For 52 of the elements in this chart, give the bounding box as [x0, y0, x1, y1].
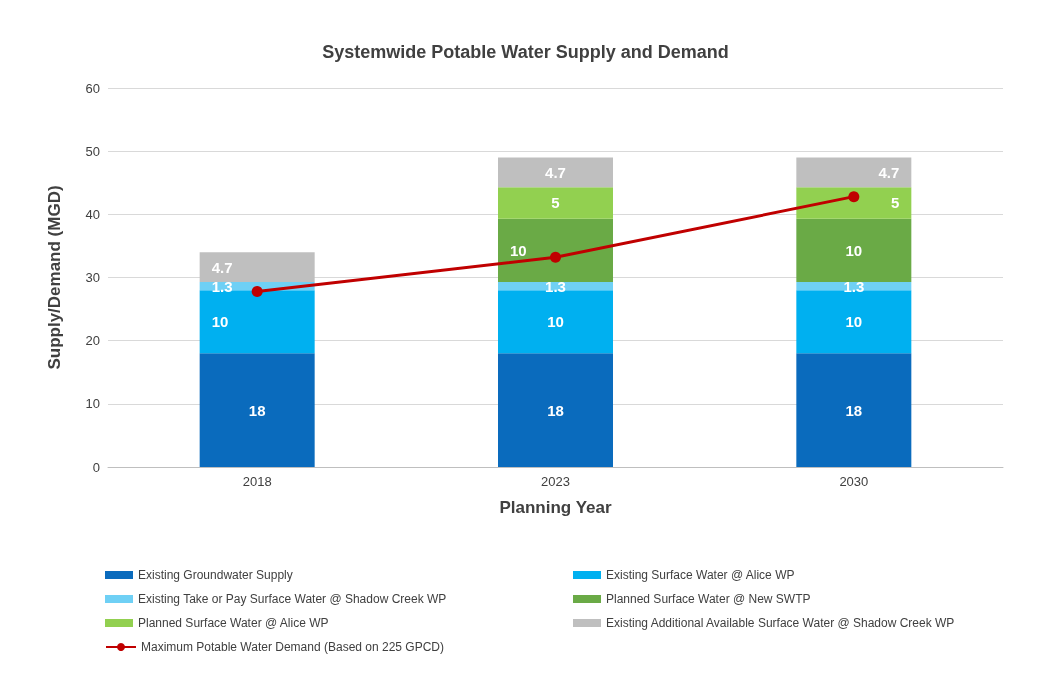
legend-label: Existing Take or Pay Surface Water @ Shadow Creek WP: [138, 592, 447, 606]
data-label: 5: [551, 194, 560, 212]
bar: [498, 157, 613, 188]
data-label: 18: [845, 401, 863, 419]
bar: [498, 290, 613, 354]
data-label: 10: [510, 241, 527, 259]
bar: [498, 187, 613, 219]
data-label: 10: [845, 241, 863, 259]
x-axis-title: Planning Year: [499, 498, 612, 517]
data-label: 10: [211, 313, 229, 331]
data-label: 10: [547, 313, 564, 331]
data-label: 1.3: [843, 277, 865, 295]
legend-label: Planned Surface Water @ New SWTP: [606, 592, 811, 606]
data-label: 4.7: [545, 163, 566, 181]
bar: [498, 353, 613, 467]
point: [550, 251, 561, 263]
point: [251, 285, 263, 297]
bar: [796, 218, 912, 282]
bar: [796, 353, 912, 467]
bar: [796, 157, 912, 188]
data-label: 4.7: [878, 163, 900, 181]
legend-label: Existing Surface Water @ Alice WP: [606, 568, 795, 582]
data-label: 1.3: [211, 277, 233, 295]
legend-label: Existing Additional Available Surface Water @ Shadow Creek WP: [606, 616, 955, 630]
data-label: 1.3: [545, 277, 566, 295]
y-axis-title: Supply/Demand (MGD): [45, 185, 64, 370]
data-label: 10: [845, 313, 863, 331]
y-tick-label: 60: [85, 80, 100, 96]
y-tick-label: 40: [85, 206, 100, 222]
bar: [498, 218, 613, 282]
data-label: 4.7: [211, 258, 233, 276]
bar: [199, 353, 315, 467]
y-tick-label: 50: [85, 143, 100, 159]
x-tick-label: 2030: [839, 474, 869, 489]
data-label: 18: [547, 401, 564, 419]
x-tick-label: 2023: [541, 474, 570, 489]
bar: [199, 290, 315, 354]
x-tick-label: 2018: [242, 474, 272, 489]
point: [848, 191, 860, 203]
legend-label: Maximum Potable Water Demand (Based on 225 GPCD): [141, 640, 445, 654]
y-tick-label: 0: [92, 459, 100, 475]
data-label: 18: [248, 401, 266, 419]
bar: [796, 187, 912, 219]
chart-title: Systemwide Potable Water Supply and Demand: [322, 42, 729, 62]
data-label: 5: [890, 194, 900, 212]
legend-label: Planned Surface Water @ Alice WP: [138, 616, 329, 630]
y-tick-label: 20: [85, 333, 100, 349]
bar: [796, 290, 912, 354]
bar: [199, 252, 315, 282]
y-tick-label: 10: [85, 396, 100, 412]
y-tick-label: 30: [85, 270, 100, 285]
legend-label: Existing Groundwater Supply: [138, 568, 293, 582]
